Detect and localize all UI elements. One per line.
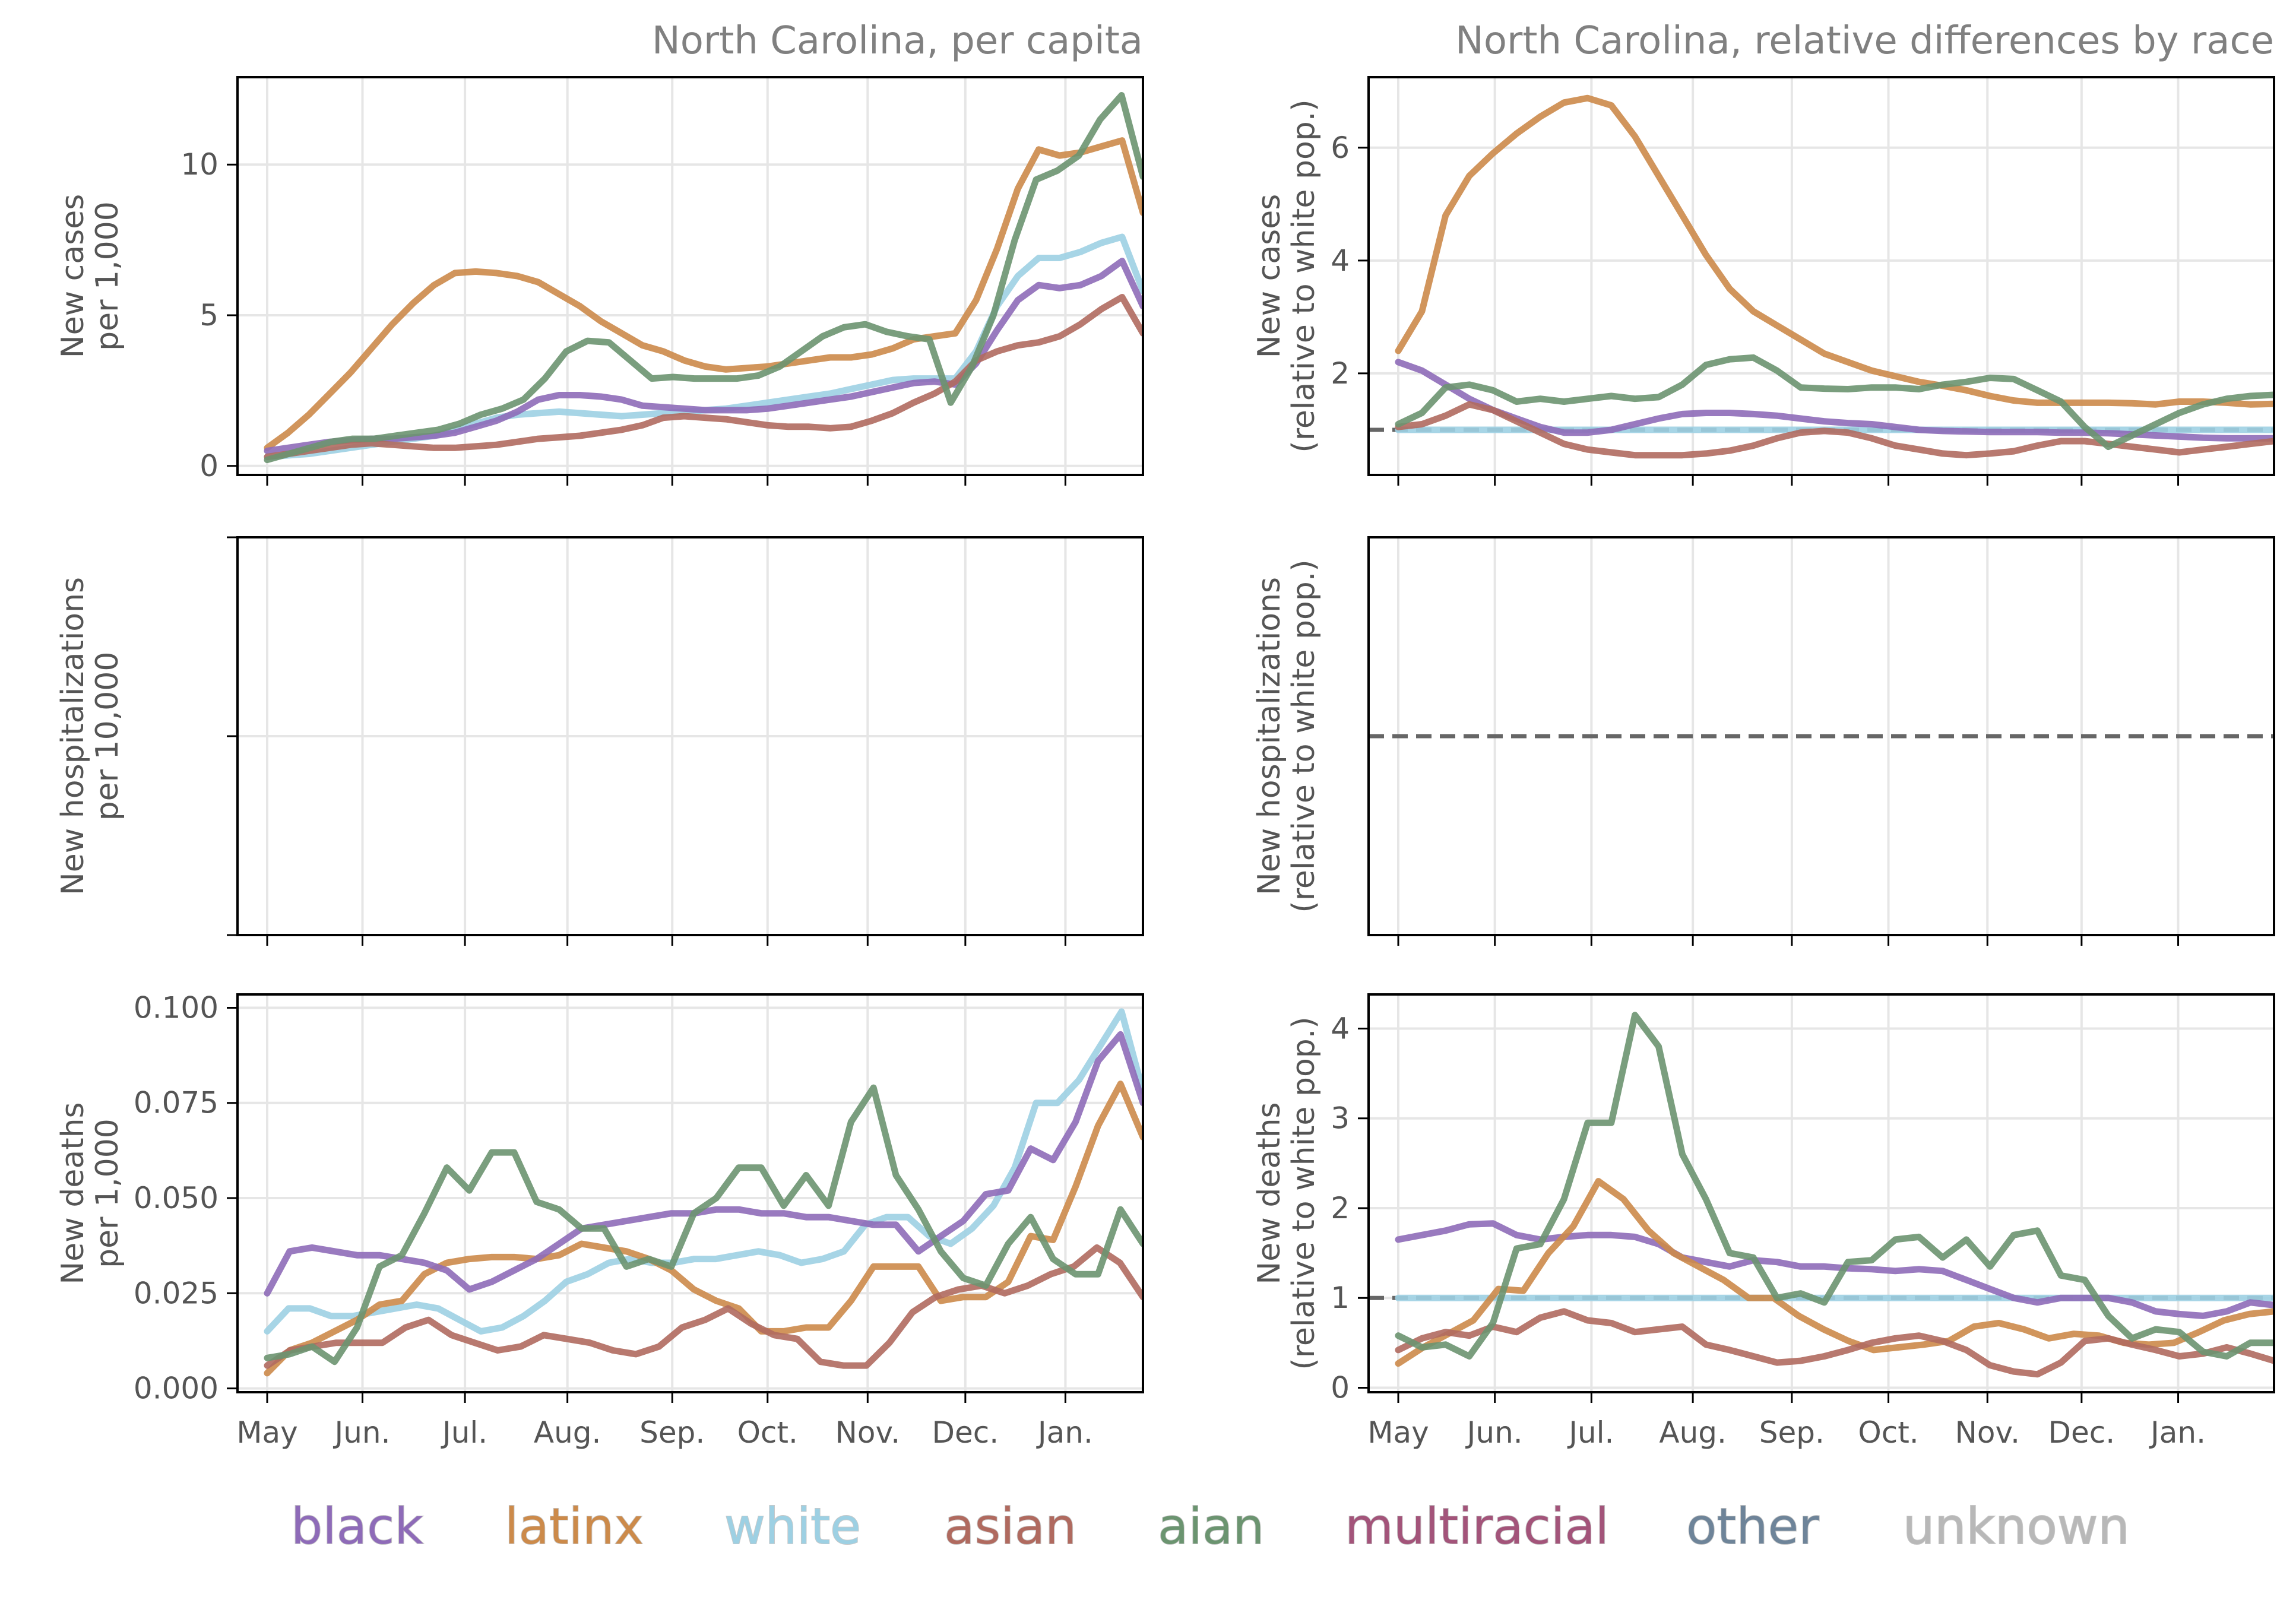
y-axis-label-line: (relative to white pop.) [1286, 1016, 1322, 1370]
y-tick-label: 0.000 [134, 1371, 218, 1406]
legend-item-unknown: unknown [1903, 1497, 2130, 1555]
y-axis-label: New hospitalizations(relative to white p… [1252, 559, 1322, 913]
legend-item-other: other [1686, 1497, 1819, 1555]
x-tick-label: Aug. [534, 1415, 601, 1450]
y-axis-label-line: New hospitalizations [55, 577, 91, 895]
x-tick-label: Jun. [333, 1415, 391, 1450]
panel-hosp-relative: New hospitalizations(relative to white p… [1252, 536, 2275, 946]
y-axis-label: New deaths(relative to white pop.) [1252, 1016, 1322, 1370]
panel-deaths-per-capita: May Jun. Jul. Aug. Sep. Oct. Nov. Dec. Jan. 0.000… [55, 990, 1144, 1450]
y-axis-label-line: per 1,000 [90, 1119, 125, 1268]
y-tick-label: 6 [1331, 131, 1350, 165]
axes-frame [1367, 993, 2275, 1393]
series-line-latinx [264, 137, 1143, 451]
y-tick-label: 1 [1331, 1281, 1350, 1315]
legend-item-multiracial: multiracial [1345, 1497, 1609, 1555]
y-axis-label: New casesper 1,000 [55, 194, 125, 359]
y-axis-label-line: New deaths [1252, 1102, 1287, 1284]
series-line-aian [264, 92, 1143, 464]
series-line-aian [1395, 1012, 2274, 1360]
panel-hosp-per-capita: New hospitalizationsper 10,000 [55, 536, 1144, 946]
y-tick-label: 4 [1331, 243, 1350, 278]
x-tick-label: Sep. [639, 1415, 705, 1450]
y-axis-label-line: per 10,000 [90, 652, 125, 821]
y-tick-label: 4 [1331, 1011, 1350, 1045]
y-tick-label: 0.025 [134, 1276, 218, 1310]
series-line-asian [264, 294, 1143, 460]
y-axis-label-line: (relative to white pop.) [1286, 99, 1322, 452]
x-tick-label: Oct. [1858, 1415, 1918, 1450]
legend-item-black: black [291, 1497, 423, 1555]
x-tick-label: Jul. [441, 1415, 487, 1450]
series-line-aian [264, 1084, 1143, 1365]
panel-cases-relative: 2 4 6 New cases(relative to white pop.) [1252, 76, 2275, 486]
axes-frame [1367, 536, 2275, 936]
left-column-title: North Carolina, per capita [652, 19, 1143, 63]
series-group [264, 92, 1143, 464]
series-line-asian [264, 1244, 1143, 1369]
series-line-aian [1395, 354, 2274, 450]
right-column-title: North Carolina, relative differences by … [1455, 19, 2274, 63]
series-line-black [264, 1031, 1143, 1297]
legend-item-white: white [724, 1497, 861, 1555]
x-tick-label: Nov. [835, 1415, 901, 1450]
y-axis-label-line: (relative to white pop.) [1286, 559, 1322, 913]
y-tick-label: 0 [199, 449, 218, 483]
y-axis-label-line: per 1,000 [90, 201, 125, 351]
series-line-asian [1395, 1308, 2274, 1378]
y-tick-label: 5 [199, 298, 218, 332]
y-tick-label: 0.050 [134, 1181, 218, 1215]
panel-deaths-relative: May Jun. Jul. Aug. Sep. Oct. Nov. Dec. Jan. 0 1 2 3 4… [1252, 993, 2275, 1450]
y-tick-label: 10 [180, 147, 218, 182]
legend: black latinx white asian aian multiracial othe… [290, 1497, 2130, 1556]
y-tick-label: 0 [1331, 1370, 1350, 1405]
series-group [1395, 94, 2274, 459]
y-tick-label: 0.100 [134, 990, 218, 1025]
y-axis-label-line: New hospitalizations [1252, 577, 1287, 895]
y-tick-label: 2 [1331, 356, 1350, 391]
y-tick-label: 0.075 [134, 1086, 218, 1120]
axes-frame [1367, 76, 2275, 476]
y-axis-label-line: New cases [1252, 194, 1287, 359]
legend-item-asian: asian [944, 1497, 1076, 1555]
x-tick-label: Jan. [2149, 1415, 2206, 1450]
series-line-black [264, 258, 1143, 454]
series-group [1395, 1012, 2274, 1378]
x-tick-label: Nov. [1955, 1415, 2020, 1450]
x-tick-label: Jul. [1567, 1415, 1614, 1450]
x-tick-label: Dec. [2048, 1415, 2116, 1450]
series-line-latinx [1395, 94, 2274, 408]
panel-cases-per-capita: 0 5 10 New casesper 1,000 [55, 76, 1144, 486]
y-axis-label: New deathsper 1,000 [55, 1102, 125, 1284]
y-axis-label: New hospitalizationsper 10,000 [55, 577, 125, 895]
x-tick-label: May [236, 1415, 297, 1450]
series-line-black [1395, 1220, 2274, 1319]
legend-item-aian: aian [1158, 1497, 1265, 1555]
axes-frame [236, 76, 1144, 476]
series-group [264, 1008, 1143, 1377]
x-tick-label: Sep. [1759, 1415, 1825, 1450]
x-tick-label: Oct. [737, 1415, 798, 1450]
axes-frame [236, 993, 1144, 1393]
x-tick-label: Jan. [1036, 1415, 1093, 1450]
y-axis-label-line: New deaths [55, 1102, 91, 1284]
series-line-asian [1395, 401, 2274, 459]
x-tick-label: Jun. [1465, 1415, 1523, 1450]
axes-frame [236, 536, 1144, 936]
x-tick-label: Dec. [932, 1415, 999, 1450]
legend-item-latinx: latinx [505, 1497, 644, 1555]
series-line-white [264, 1008, 1143, 1335]
y-tick-label: 2 [1331, 1191, 1350, 1225]
y-tick-label: 3 [1331, 1101, 1350, 1136]
y-axis-label-line: New cases [55, 194, 91, 359]
x-tick-label: May [1367, 1415, 1429, 1450]
y-axis-label: New cases(relative to white pop.) [1252, 99, 1322, 452]
x-tick-label: Aug. [1659, 1415, 1727, 1450]
